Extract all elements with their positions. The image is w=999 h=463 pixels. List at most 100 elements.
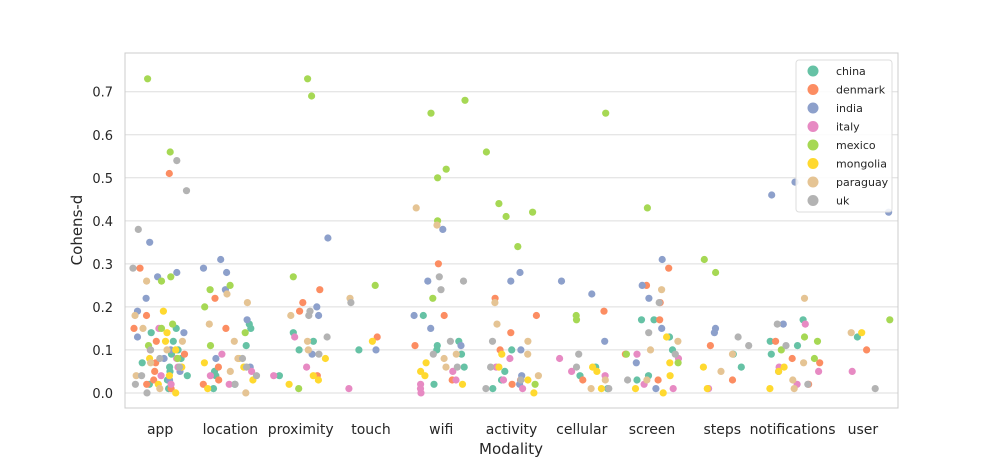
- data-point-denmark: [214, 363, 222, 371]
- data-point-paraguay: [524, 337, 532, 345]
- y-tick-label: 0.2: [92, 301, 113, 316]
- data-point-china: [460, 363, 468, 371]
- data-point-mongolia: [321, 354, 329, 363]
- data-point-denmark: [136, 264, 144, 272]
- data-point-china: [433, 342, 441, 350]
- data-point-italy: [499, 376, 508, 384]
- plot-frame: [124, 52, 899, 409]
- data-point-paraguay: [243, 299, 251, 307]
- data-point-mexico: [461, 96, 469, 104]
- data-point-paraguay: [287, 311, 295, 320]
- data-point-paraguay: [717, 367, 725, 375]
- data-points: [129, 75, 894, 397]
- data-point-mexico: [167, 273, 175, 281]
- data-point-india: [645, 294, 653, 302]
- data-point-mexico: [169, 320, 177, 328]
- data-point-uk: [323, 333, 331, 341]
- data-point-denmark: [600, 307, 608, 315]
- x-tick-label: proximity: [268, 422, 334, 438]
- legend-marker: [807, 195, 819, 206]
- data-point-india: [199, 264, 208, 272]
- data-point-denmark: [130, 324, 138, 332]
- data-point-paraguay: [131, 311, 139, 320]
- data-point-mongolia: [597, 385, 606, 393]
- data-point-denmark: [654, 376, 662, 384]
- grid-lines: [125, 91, 898, 394]
- data-point-mexico: [886, 316, 894, 324]
- data-point-denmark: [152, 337, 160, 345]
- data-point-mexico: [206, 286, 214, 294]
- data-point-mexico: [427, 109, 435, 117]
- data-point-china: [489, 385, 497, 393]
- x-tick-label: cellular: [556, 422, 607, 438]
- data-point-uk: [156, 354, 164, 363]
- data-point-mexico: [434, 174, 442, 182]
- data-point-mongolia: [666, 359, 674, 367]
- data-point-uk: [482, 385, 490, 393]
- data-point-india: [652, 385, 660, 393]
- data-point-mongolia: [200, 359, 208, 367]
- data-point-mexico: [502, 212, 510, 221]
- data-point-italy: [167, 380, 175, 388]
- data-point-paraguay: [847, 329, 855, 337]
- data-point-uk: [429, 350, 437, 358]
- x-tick-label: wifi: [429, 422, 453, 438]
- data-point-denmark: [180, 350, 189, 358]
- data-point-mongolia: [530, 389, 538, 397]
- data-point-india: [243, 316, 251, 324]
- data-point-mexico: [810, 354, 819, 363]
- data-point-paraguay: [587, 385, 595, 393]
- data-point-uk: [175, 363, 184, 371]
- data-point-denmark: [507, 329, 515, 337]
- data-point-china: [650, 316, 658, 324]
- data-point-mongolia: [703, 385, 711, 393]
- legend-label: china: [836, 65, 866, 78]
- data-point-india: [217, 255, 225, 264]
- data-point-mongolia: [659, 389, 667, 397]
- data-point-china: [138, 359, 146, 367]
- data-point-italy: [801, 320, 809, 328]
- data-point-india: [658, 255, 666, 264]
- x-tick-label: location: [203, 422, 259, 438]
- data-point-mongolia: [165, 372, 173, 380]
- data-point-uk: [252, 372, 261, 380]
- data-point-uk: [131, 380, 139, 388]
- data-point-uk: [605, 385, 613, 393]
- data-point-india: [223, 268, 231, 277]
- data-point-india: [180, 329, 188, 337]
- data-point-mexico: [643, 204, 652, 212]
- data-point-uk: [129, 264, 137, 272]
- data-point-italy: [449, 367, 457, 375]
- data-point-paraguay: [178, 337, 186, 345]
- x-axis-label: Modality: [479, 440, 543, 458]
- data-point-mongolia: [172, 389, 180, 397]
- data-point-denmark: [411, 342, 419, 350]
- data-point-italy: [669, 385, 677, 393]
- data-point-denmark: [151, 367, 159, 375]
- y-tick-label: 0.3: [92, 258, 113, 273]
- data-point-uk: [453, 363, 461, 371]
- data-point-india: [439, 225, 447, 233]
- data-point-mexico: [289, 273, 297, 281]
- legend-label: uk: [836, 195, 850, 208]
- data-point-italy: [506, 354, 514, 363]
- legend-label: italy: [836, 121, 860, 134]
- data-point-paraguay: [452, 350, 460, 358]
- data-point-mexico: [371, 281, 379, 289]
- data-point-paraguay: [728, 350, 737, 358]
- data-point-china: [457, 350, 466, 358]
- data-point-denmark: [508, 380, 516, 388]
- y-tick-label: 0.0: [92, 387, 113, 402]
- x-tick-label: app: [147, 422, 173, 438]
- data-point-china: [419, 311, 427, 320]
- data-point-italy: [291, 333, 299, 341]
- data-point-italy: [556, 354, 564, 363]
- data-point-italy: [417, 380, 425, 388]
- data-point-paraguay: [412, 204, 420, 212]
- data-point-china: [737, 363, 745, 371]
- data-point-china: [209, 385, 218, 393]
- data-point-china: [166, 363, 174, 371]
- data-point-paraguay: [433, 221, 441, 229]
- data-point-denmark: [316, 286, 324, 294]
